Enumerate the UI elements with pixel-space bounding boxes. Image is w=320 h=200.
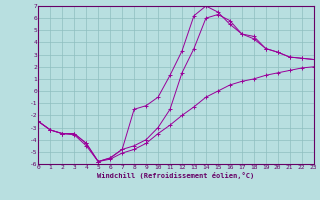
X-axis label: Windchill (Refroidissement éolien,°C): Windchill (Refroidissement éolien,°C): [97, 172, 255, 179]
